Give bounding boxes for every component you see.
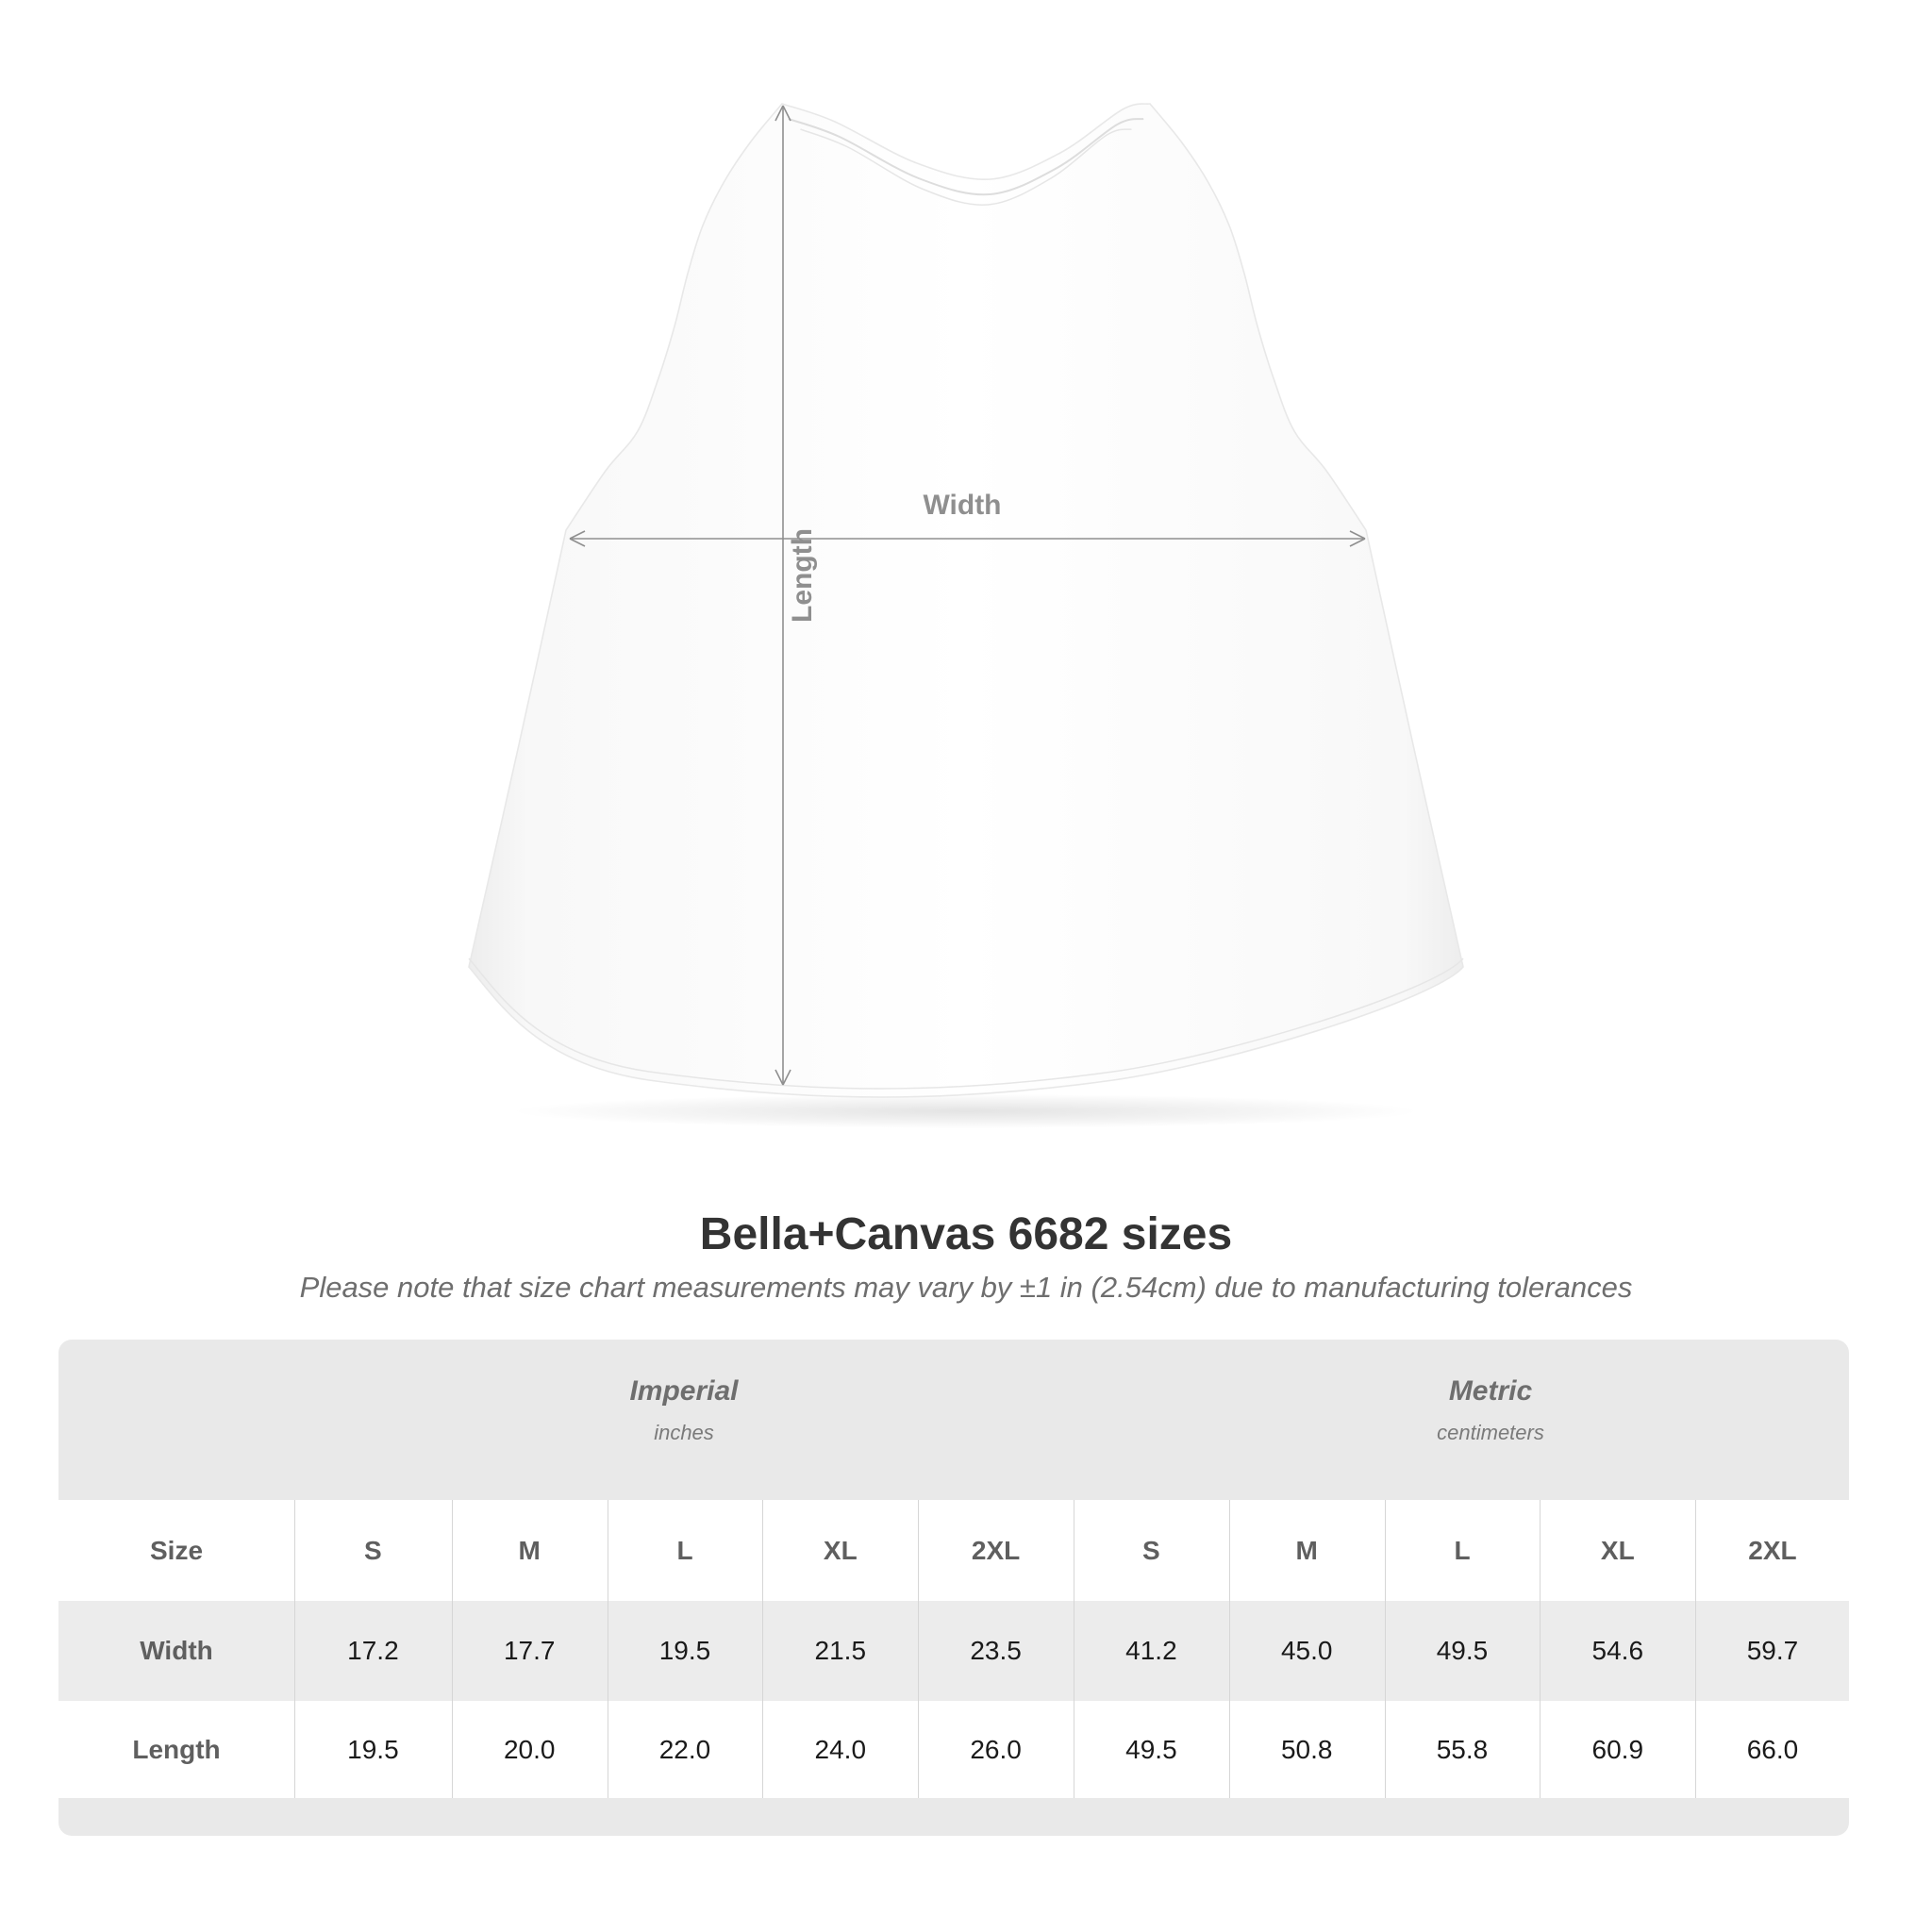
svg-text:Width: Width bbox=[923, 490, 1001, 521]
svg-text:Length: Length bbox=[787, 528, 818, 623]
